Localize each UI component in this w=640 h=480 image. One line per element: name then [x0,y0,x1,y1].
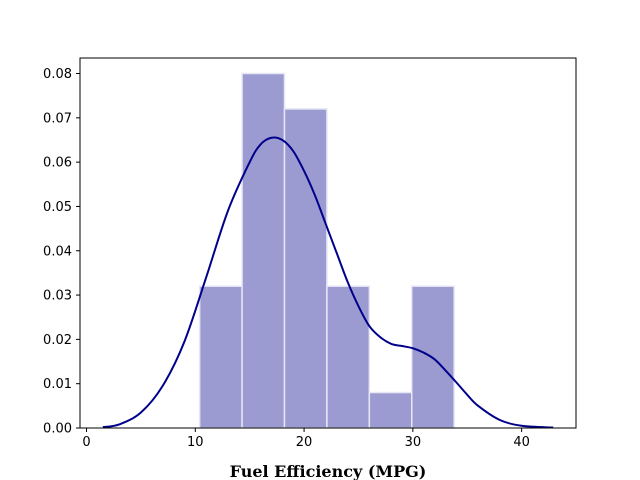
y-tick-label: 0.01 [43,377,72,392]
y-tick-label: 0.04 [43,244,72,259]
y-tick-label: 0.03 [43,289,72,304]
y-tick-label: 0.02 [43,333,72,348]
x-axis-ticks: 0 10 20 30 40 [82,428,530,450]
histogram-bar [198,285,243,429]
kde-curve [102,136,554,429]
x-tick-label: 0 [82,435,90,450]
histogram-bar [368,391,413,429]
x-tick-label: 40 [513,435,530,450]
plot-frame [79,57,577,429]
histogram-bars [198,72,455,429]
y-axis-ticks: 0.00 0.01 0.02 0.03 0.04 0.05 0.06 0.07 0.08 [43,67,80,437]
x-tick-label: 20 [296,435,313,450]
histogram-bar [241,72,286,429]
y-tick-label: 0.06 [43,156,72,171]
x-tick-label: 30 [405,435,422,450]
y-tick-label: 0.08 [43,67,72,82]
x-axis-title: Fuel Efficiency (MPG) [230,462,427,480]
y-tick-label: 0.00 [43,422,72,437]
y-tick-label: 0.05 [43,200,72,215]
histogram-bar [283,108,328,429]
histogram-bar [326,285,371,429]
y-tick-label: 0.07 [43,111,72,126]
x-tick-label: 10 [187,435,204,450]
